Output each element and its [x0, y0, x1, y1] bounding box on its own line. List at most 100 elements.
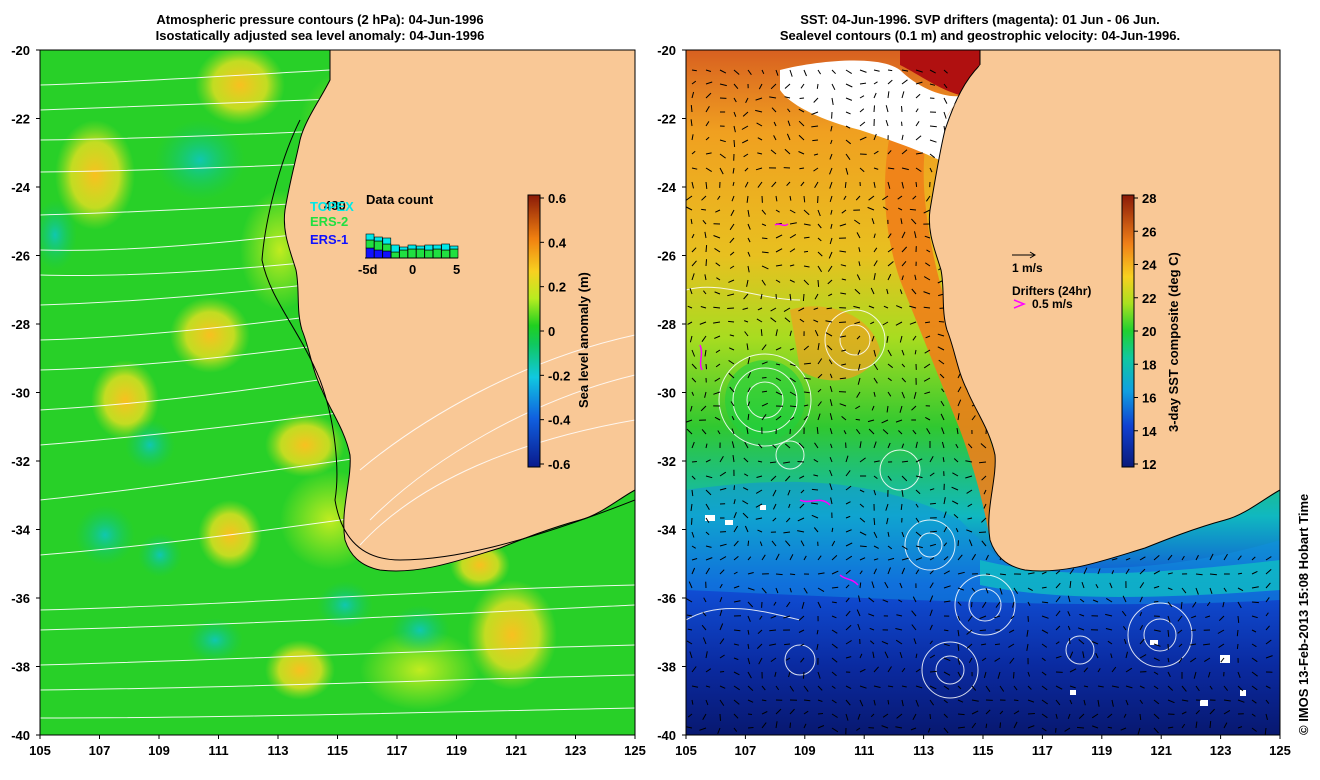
velocity-arrow [1083, 685, 1089, 688]
velocity-arrow [758, 443, 763, 449]
velocity-arrow [957, 413, 960, 421]
velocity-arrow [981, 540, 987, 547]
velocity-arrow [761, 344, 767, 351]
velocity-arrow [881, 640, 889, 645]
velocity-arrow [700, 405, 707, 412]
sst-colorbar-label: 3-day SST composite (deg C) [1166, 252, 1181, 432]
velocity-arrow [745, 97, 749, 104]
velocity-arrow [686, 206, 693, 211]
velocity-arrow [775, 347, 782, 351]
velocity-arrow [686, 726, 693, 729]
velocity-arrow [854, 321, 861, 325]
velocity-arrow [761, 209, 767, 215]
velocity-arrow [943, 727, 949, 734]
velocity-arrow [873, 441, 877, 449]
velocity-arrow [929, 670, 937, 673]
velocity-arrow [966, 529, 973, 533]
velocity-arrow [1251, 629, 1257, 633]
velocity-arrow [761, 279, 766, 286]
velocity-arrow [899, 289, 903, 295]
velocity-arrow [871, 218, 875, 225]
right-lon-tick-label: 109 [794, 743, 816, 758]
velocity-arrow [923, 377, 931, 382]
velocity-arrow [999, 710, 1004, 715]
velocity-arrow [1139, 685, 1145, 689]
velocity-arrow [716, 277, 721, 281]
velocity-arrow [1251, 685, 1258, 691]
velocity-arrow [901, 443, 905, 449]
velocity-arrow [856, 609, 861, 617]
velocity-arrow [829, 153, 833, 160]
velocity-arrow [743, 457, 749, 463]
velocity-arrow [915, 167, 922, 172]
velocity-arrow [811, 488, 819, 491]
velocity-arrow [911, 624, 917, 631]
velocity-arrow [705, 136, 710, 141]
velocity-arrow [691, 545, 696, 549]
velocity-arrow [687, 713, 693, 718]
velocity-arrow [760, 329, 763, 337]
velocity-arrow [845, 624, 852, 631]
velocity-arrow [1041, 713, 1048, 719]
legend-ers2: ERS-2 [310, 214, 348, 229]
velocity-arrow [873, 460, 880, 463]
drifter-symbol-icon [1013, 299, 1027, 309]
velocity-arrow [714, 291, 721, 295]
velocity-arrow [817, 373, 823, 379]
velocity-arrow [929, 713, 931, 720]
velocity-arrow [1097, 685, 1104, 688]
velocity-arrow [772, 517, 777, 522]
velocity-arrow [924, 391, 931, 395]
velocity-arrow [756, 122, 763, 127]
velocity-arrow [873, 568, 877, 575]
velocity-arrow [943, 83, 948, 89]
velocity-arrow [729, 386, 735, 393]
velocity-arrow [830, 125, 833, 132]
velocity-arrow [943, 542, 948, 547]
velocity-arrow [1078, 639, 1085, 645]
inset-bar-segment [432, 244, 442, 250]
velocity-arrow [966, 643, 973, 649]
velocity-arrow [789, 222, 797, 225]
right-title-line2: Sealevel contours (0.1 m) and geostrophi… [779, 28, 1181, 43]
velocity-arrow [887, 557, 895, 561]
velocity-arrow [1026, 629, 1029, 637]
velocity-arrow [719, 699, 725, 706]
velocity-arrow [845, 470, 851, 477]
velocity-arrow [1122, 626, 1127, 631]
velocity-arrow [901, 106, 903, 113]
velocity-arrow [798, 134, 805, 141]
velocity-arrow [901, 149, 908, 155]
velocity-arrow [859, 570, 863, 575]
velocity-arrow [901, 349, 905, 356]
velocity-arrow [845, 111, 851, 115]
velocity-arrow [728, 279, 735, 283]
velocity-arrow [839, 335, 847, 338]
velocity-arrow [915, 531, 922, 537]
velocity-arrow [897, 207, 903, 211]
velocity-arrow [1207, 671, 1211, 678]
velocity-arrow [702, 219, 707, 225]
velocity-arrow [741, 125, 749, 130]
velocity-arrow [859, 82, 867, 85]
velocity-arrow [901, 699, 904, 707]
left-lat-tick-label: -36 [11, 591, 30, 606]
velocity-arrow [1111, 558, 1118, 561]
velocity-arrow [817, 413, 821, 421]
velocity-arrow [761, 237, 768, 240]
inset-bar-segment [449, 245, 459, 250]
velocity-arrow [845, 501, 851, 505]
velocity-arrow [1167, 601, 1173, 608]
velocity-arrow [730, 401, 735, 407]
velocity-arrow [803, 279, 810, 286]
velocity-arrow [733, 499, 736, 505]
velocity-arrow [714, 377, 721, 382]
inset-bar-segment [382, 237, 392, 245]
velocity-arrow [886, 288, 889, 295]
velocity-arrow [1111, 699, 1114, 707]
velocity-arrow [799, 318, 805, 323]
velocity-arrow [899, 651, 903, 659]
velocity-arrow [951, 500, 959, 505]
velocity-arrow [803, 209, 810, 216]
velocity-arrow [828, 359, 833, 365]
